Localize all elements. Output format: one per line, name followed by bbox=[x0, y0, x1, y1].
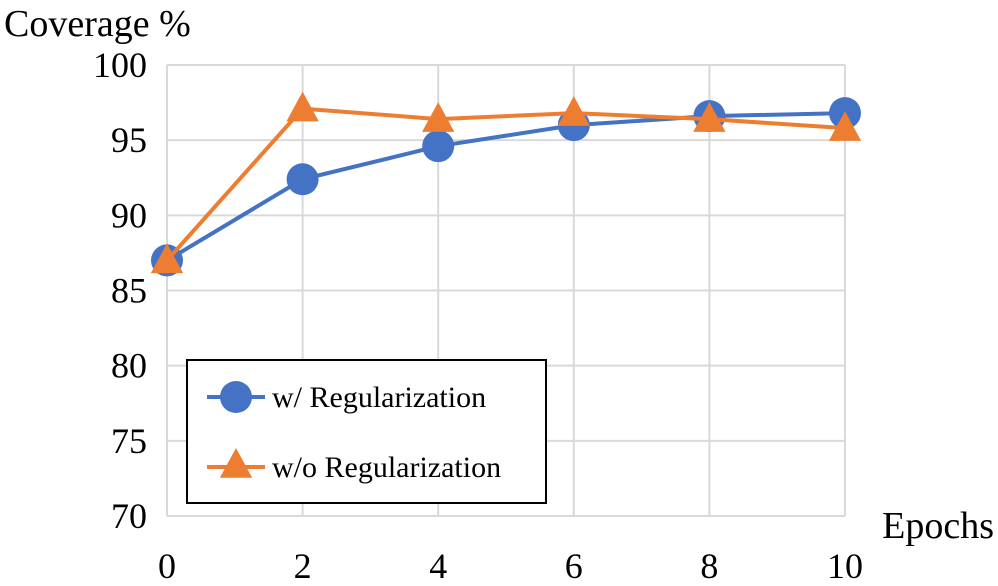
data-point-triangle bbox=[286, 91, 319, 122]
x-tick-label: 10 bbox=[827, 546, 863, 581]
y-tick-label: 95 bbox=[111, 120, 147, 160]
series-without-regularization bbox=[150, 91, 862, 274]
data-point-triangle bbox=[828, 111, 862, 141]
legend-item: w/o Regularization bbox=[207, 448, 501, 484]
data-point-triangle bbox=[422, 102, 455, 132]
legend-marker-circle bbox=[220, 381, 252, 413]
x-tick-label: 8 bbox=[700, 546, 718, 581]
legend-items: w/ Regularization w/o Regularization bbox=[207, 381, 501, 484]
data-point-triangle bbox=[557, 96, 590, 126]
legend-item: w/ Regularization bbox=[207, 381, 486, 414]
series-layer bbox=[150, 91, 862, 277]
series-line bbox=[165, 111, 846, 263]
legend: w/ Regularization w/o Regularization bbox=[186, 359, 547, 504]
x-tick-label: 6 bbox=[565, 546, 583, 581]
series-line bbox=[165, 106, 846, 262]
y-tick-label: 70 bbox=[111, 496, 147, 536]
data-point-triangle bbox=[693, 102, 726, 132]
legend-box bbox=[186, 359, 547, 504]
y-tick-label: 80 bbox=[111, 346, 147, 386]
legend-label: w/ Regularization bbox=[272, 381, 486, 414]
x-tick-label: 4 bbox=[429, 546, 447, 581]
y-tick-label: 85 bbox=[111, 271, 147, 311]
legend-label: w/o Regularization bbox=[272, 451, 501, 484]
x-tick-label: 2 bbox=[294, 546, 312, 581]
data-point-circle bbox=[286, 163, 319, 196]
y-tick-label: 100 bbox=[93, 45, 147, 85]
y-tick-label: 75 bbox=[111, 421, 147, 461]
data-point-triangle bbox=[150, 243, 184, 274]
data-point-circle bbox=[422, 130, 455, 163]
y-tick-label: 90 bbox=[111, 195, 147, 235]
y-axis-title: Coverage % bbox=[4, 3, 191, 45]
x-axis-title: Epochs bbox=[882, 505, 994, 547]
x-tick-label: 0 bbox=[158, 546, 176, 581]
tick-labels: 70 75 80 85 90 95 100 0 2 4 6 8 10 bbox=[93, 45, 863, 586]
legend-marker-triangle bbox=[219, 448, 253, 478]
